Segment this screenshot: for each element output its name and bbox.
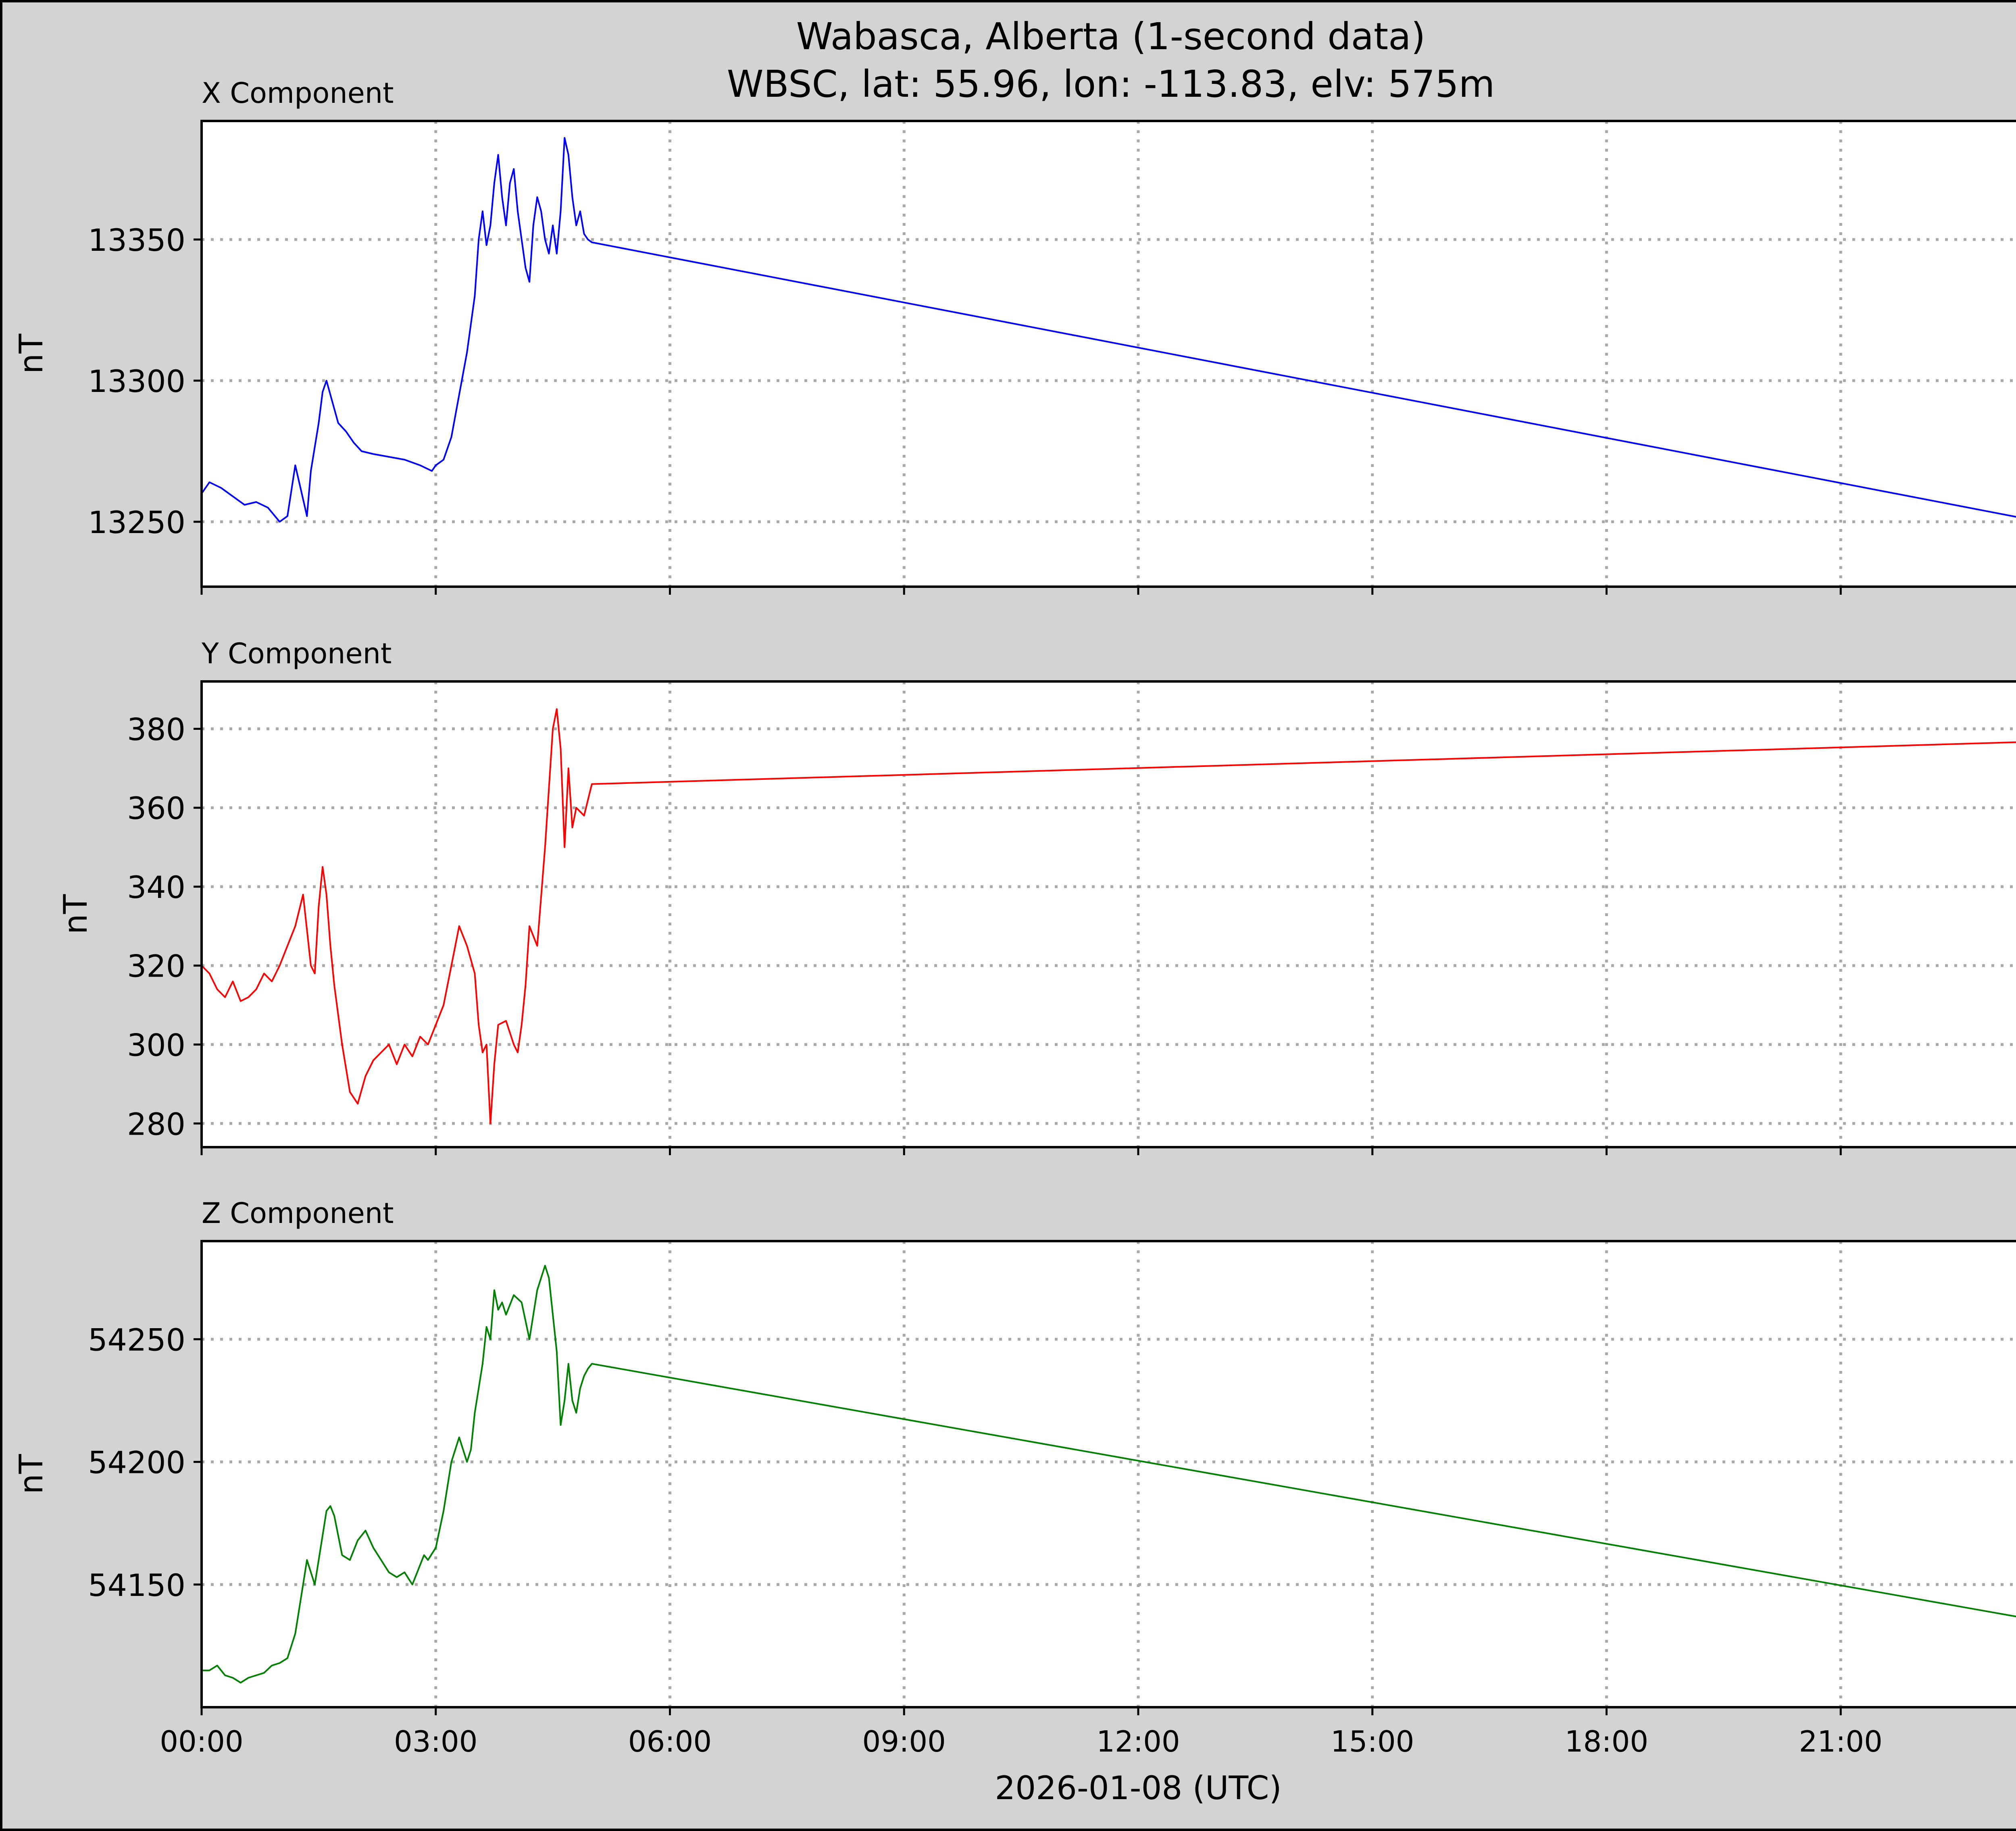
x-tick-label: 03:00 [394, 1725, 478, 1758]
panels-group: 13250 13300 13350 X Component nT 280 300 320 340… [12, 77, 2016, 1758]
y-y-tick-label: 320 [127, 948, 185, 984]
x-series-line [201, 137, 2016, 523]
y-y-tick-label: 280 [127, 1106, 185, 1142]
x-tick-label: 06:00 [628, 1725, 712, 1758]
y-panel: 280 300 320 340 360 380 Y Component nT [57, 637, 2016, 1155]
y-axes-frame [200, 680, 2016, 1148]
x-tick-label: 09:00 [862, 1725, 946, 1758]
z-y-tick-label: 54250 [88, 1322, 185, 1358]
x-y-tick-label: 13250 [88, 504, 185, 540]
y-series-line [201, 708, 2016, 1125]
z-panel: 54150 54200 54250 Z Component nT 00:00 03:00 06… [12, 1197, 2016, 1758]
y-panel-title: Y Component [201, 637, 392, 670]
y-y-tick-label: 360 [127, 790, 185, 826]
y-y-tick-label: 300 [127, 1027, 185, 1063]
y-y-axis-label: nT [57, 894, 94, 935]
z-y-tick-label: 54150 [88, 1567, 185, 1603]
figure-title-line2: WBSC, lat: 55.96, lon: -113.83, elv: 575… [727, 62, 1495, 106]
x-tick-label: 15:00 [1331, 1725, 1414, 1758]
x-tick-label: 18:00 [1565, 1725, 1649, 1758]
x-tick-label: 00:00 [160, 1725, 244, 1758]
x-axes-frame [200, 120, 2016, 588]
z-series-line [202, 1264, 2016, 1684]
y-plot-area [202, 681, 2016, 1147]
z-axes-frame [200, 1240, 2016, 1708]
x-plot-area [202, 121, 2016, 587]
x-y-tick-label: 13350 [88, 222, 185, 258]
z-panel-title: Z Component [202, 1197, 394, 1230]
x-y-axis-label: nT [12, 333, 50, 374]
x-y-tick-label: 13300 [88, 363, 185, 399]
z-plot-area [202, 1241, 2016, 1707]
x-tick-label: 12:00 [1096, 1725, 1180, 1758]
figure-title-line1: Wabasca, Alberta (1-second data) [796, 15, 1426, 58]
y-y-tick-label: 340 [127, 869, 185, 905]
x-panel: 13250 13300 13350 X Component nT [12, 77, 2016, 595]
z-y-tick-label: 54200 [88, 1445, 185, 1481]
y-y-tick-label: 380 [127, 711, 185, 747]
x-axis-label: 2026-01-08 (UTC) [995, 1769, 1281, 1807]
x-tick-label: 21:00 [1799, 1725, 1883, 1758]
x-panel-title: X Component [202, 77, 394, 110]
z-y-axis-label: nT [12, 1454, 50, 1494]
